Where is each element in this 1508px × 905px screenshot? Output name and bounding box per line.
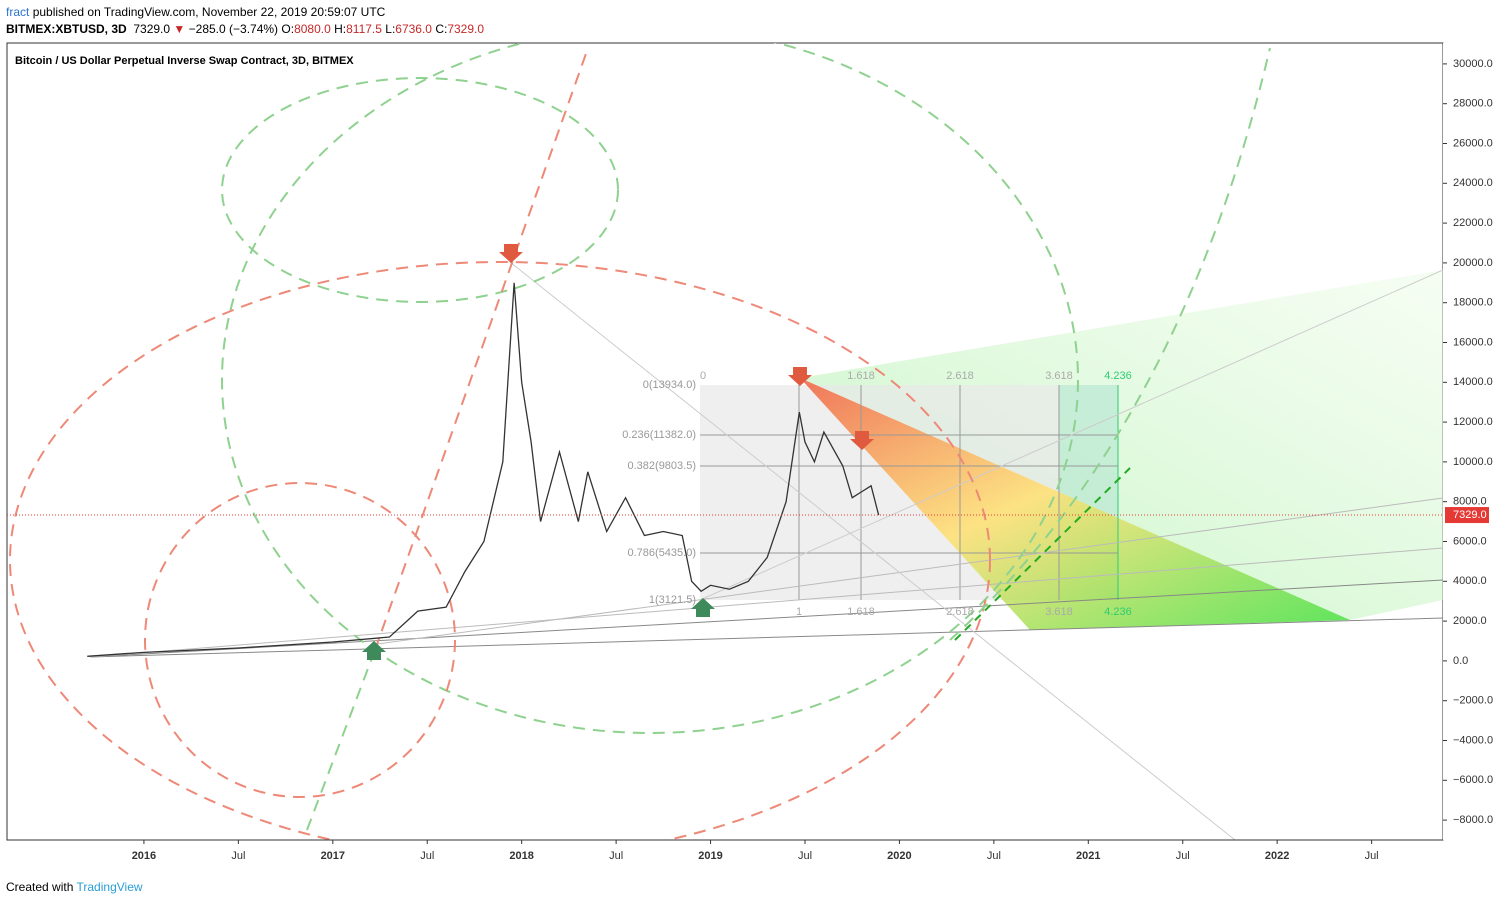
time-top-label: 1.618 xyxy=(847,370,875,382)
time-top-label: 0 xyxy=(700,370,706,382)
y-tick-label: 28000.0 xyxy=(1453,98,1493,110)
chart: Bitcoin / US Dollar Perpetual Inverse Sw… xyxy=(6,42,1508,862)
y-tick-label: 6000.0 xyxy=(1453,535,1487,547)
last: 7329.0 xyxy=(133,22,171,36)
chart-title: Bitcoin / US Dollar Perpetual Inverse Sw… xyxy=(15,55,354,67)
footer: Created with TradingView xyxy=(6,880,143,894)
y-tick-label: 4000.0 xyxy=(1453,575,1487,587)
y-tick-label: 0.0 xyxy=(1453,655,1468,667)
x-tick-label: Jul xyxy=(1176,850,1190,862)
drawings: 0(13934.0) 0.236(11382.0) 0.382(9803.5) 0.7… xyxy=(9,43,1443,840)
y-tick-label: −8000.0 xyxy=(1453,814,1493,826)
x-tick-label: 2019 xyxy=(698,850,722,862)
fib-level-label: 0.786(5435.0) xyxy=(628,547,697,559)
y-tick-label: 16000.0 xyxy=(1453,336,1493,348)
y-tick-label: 26000.0 xyxy=(1453,137,1493,149)
x-tick-label: 2016 xyxy=(132,850,156,862)
fib-level-label: 0.382(9803.5) xyxy=(628,460,697,472)
y-tick-label: 24000.0 xyxy=(1453,177,1493,189)
x-tick-label: Jul xyxy=(798,850,812,862)
time-bottom-label: 1 xyxy=(796,606,802,618)
y-tick-label: 20000.0 xyxy=(1453,257,1493,269)
y-tick-label: 14000.0 xyxy=(1453,376,1493,388)
x-tick-label: Jul xyxy=(1365,850,1379,862)
ohlc-l: 6736.0 xyxy=(395,22,432,36)
change-arrow: ▼ xyxy=(173,22,186,36)
y-axis-bg xyxy=(1443,43,1508,840)
time-top-label: 3.618 xyxy=(1045,370,1073,382)
published: published on TradingView.com, November 2… xyxy=(32,5,386,19)
time-bottom-label: 2.618 xyxy=(946,606,974,618)
last-price-tag xyxy=(1445,507,1489,524)
fib-level-label: 1(3121.5) xyxy=(649,594,696,606)
x-tick-label: 2018 xyxy=(509,850,533,862)
y-tick-label: 18000.0 xyxy=(1453,297,1493,309)
header-line: fract published on TradingView.com, Nove… xyxy=(6,5,385,19)
price-line xyxy=(87,282,880,657)
x-tick-label: 2022 xyxy=(1265,850,1289,862)
brand: TradingView xyxy=(76,880,143,894)
fib-level-label: 0(13934.0) xyxy=(643,379,696,391)
y-tick-label: −6000.0 xyxy=(1453,774,1493,786)
ohlc-l-label: L: xyxy=(385,22,396,36)
x-tick-label: 2017 xyxy=(321,850,345,862)
y-tick-label: 8000.0 xyxy=(1453,496,1487,508)
ohlc-c: 7329.0 xyxy=(447,22,485,36)
fib-labels: 0(13934.0) 0.236(11382.0) 0.382(9803.5) 0.7… xyxy=(622,370,1132,618)
x-tick-label: 2020 xyxy=(887,850,911,862)
circles xyxy=(9,43,1271,840)
x-tick-label: Jul xyxy=(420,850,434,862)
time-bottom-label: 1.618 xyxy=(847,606,875,618)
y-tick-label: 12000.0 xyxy=(1453,416,1493,428)
symbol-line: BITMEX:XBTUSD, 3D 7329.0 ▼ −285.0 (−3.74… xyxy=(6,22,484,36)
ohlc-o: 8080.0 xyxy=(294,22,331,36)
ohlc-h-label: H: xyxy=(334,22,347,36)
x-tick-label: 2021 xyxy=(1076,850,1100,862)
time-bottom-label: 4.236 xyxy=(1104,606,1132,618)
ohlc-h: 8117.5 xyxy=(346,22,382,36)
y-tick-label: 10000.0 xyxy=(1453,456,1493,468)
x-tick-label: Jul xyxy=(609,850,623,862)
fan-lines xyxy=(89,261,1443,840)
y-tick-label: 2000.0 xyxy=(1453,615,1487,627)
fib-level-label: 0.236(11382.0) xyxy=(622,429,696,441)
change: −285.0 (−3.74%) xyxy=(188,22,279,36)
y-tick-label: −4000.0 xyxy=(1453,734,1493,746)
time-top-label: 2.618 xyxy=(946,370,974,382)
time-bottom-label: 3.618 xyxy=(1045,606,1073,618)
created: Created with xyxy=(6,880,74,894)
ohlc-c-label: C: xyxy=(435,22,448,36)
y-tick-label: −2000.0 xyxy=(1453,695,1493,707)
x-tick-label: Jul xyxy=(987,850,1001,862)
markers xyxy=(362,244,874,660)
time-top-label: 4.236 xyxy=(1104,370,1132,382)
y-tick-label: 30000.0 xyxy=(1453,58,1493,70)
x-tick-label: Jul xyxy=(231,850,245,862)
publisher: fract xyxy=(6,5,30,19)
y-tick-label: 22000.0 xyxy=(1453,217,1493,229)
ohlc-o-label: O: xyxy=(281,22,295,36)
fan-sector xyxy=(800,270,1443,620)
symbol: BITMEX:XBTUSD, 3D xyxy=(6,22,127,36)
last-price-label: 7329.0 xyxy=(1453,509,1487,521)
